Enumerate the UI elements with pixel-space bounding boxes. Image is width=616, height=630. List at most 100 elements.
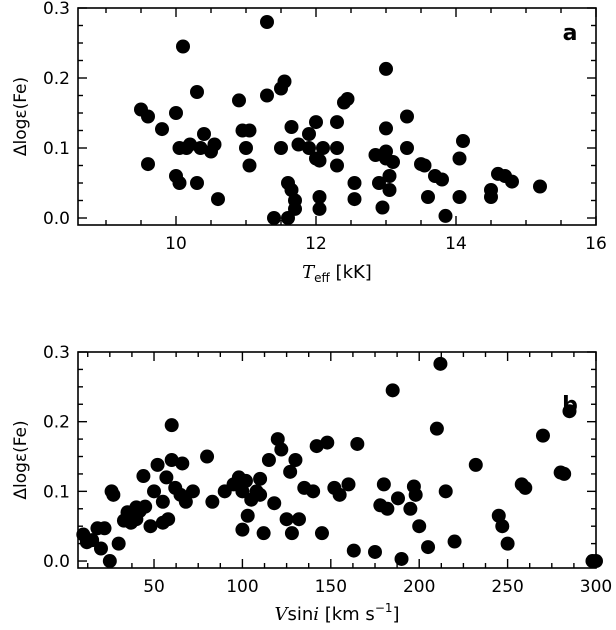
data-point — [340, 92, 355, 106]
data-point — [386, 155, 400, 169]
data-point — [207, 137, 222, 152]
data-point — [190, 176, 204, 190]
data-point — [380, 501, 395, 516]
x-label-main: T — [302, 262, 316, 283]
data-point — [172, 176, 187, 190]
data-point — [438, 208, 453, 223]
x-tick-label: 16 — [585, 234, 607, 254]
data-point — [330, 141, 344, 155]
data-point — [284, 120, 299, 134]
data-point — [155, 122, 169, 137]
data-point — [302, 141, 316, 155]
data-point — [468, 457, 483, 472]
plot-frame — [77, 7, 597, 226]
data-point — [309, 439, 324, 454]
data-point — [408, 487, 423, 502]
x-tick-label: 10 — [165, 234, 187, 254]
data-point — [557, 466, 572, 481]
y-axis-label: Δlogε(Fe) — [11, 420, 31, 499]
data-point — [306, 484, 321, 499]
data-point — [85, 533, 100, 548]
data-point — [141, 157, 155, 172]
data-point — [164, 453, 179, 467]
data-point — [372, 176, 386, 190]
data-point — [253, 471, 268, 486]
y-tick-label: 0.0 — [43, 552, 70, 572]
data-point — [350, 436, 365, 451]
data-point — [589, 554, 603, 569]
data-point — [347, 176, 362, 190]
x-tick-label: 50 — [143, 577, 165, 597]
data-point — [429, 421, 444, 436]
data-point — [309, 115, 323, 130]
data-point — [277, 74, 292, 89]
x-label-sup: −1 — [375, 601, 393, 615]
data-point — [242, 158, 257, 173]
data-point — [197, 127, 211, 141]
x-tick-label: 150 — [315, 577, 347, 597]
data-point — [438, 484, 453, 499]
data-point — [562, 404, 577, 419]
data-point — [159, 470, 174, 485]
data-point — [138, 499, 153, 514]
x-label-sub: eff — [314, 271, 330, 285]
x-axis-label: Vsini [km s−1] — [274, 601, 399, 625]
x-tick-label: 200 — [403, 577, 435, 597]
x-label-mid: sin — [287, 604, 313, 625]
data-point — [238, 473, 253, 488]
data-point — [200, 449, 215, 464]
data-point — [412, 519, 427, 534]
data-point — [288, 453, 303, 467]
data-point — [312, 190, 327, 204]
plot-frame — [77, 351, 597, 569]
data-point — [505, 174, 519, 189]
data-point — [291, 512, 306, 527]
data-point — [136, 469, 151, 484]
data-point — [379, 61, 393, 76]
data-point — [235, 522, 250, 537]
data-point — [150, 457, 165, 472]
data-point — [143, 519, 158, 534]
data-point — [316, 141, 330, 155]
data-point — [288, 201, 302, 216]
data-point — [330, 158, 344, 173]
x-tick-label: 250 — [491, 577, 523, 597]
data-point — [456, 134, 470, 148]
data-point — [97, 521, 112, 536]
data-point — [421, 190, 435, 204]
data-point — [341, 477, 356, 492]
data-point — [260, 88, 274, 103]
y-tick-label: 0.0 — [43, 209, 70, 229]
data-point — [161, 512, 176, 527]
data-point — [452, 190, 467, 204]
x-tick-label: 100 — [226, 577, 258, 597]
data-point — [302, 127, 316, 141]
x-label-unit: [kK] — [330, 262, 372, 283]
data-point — [256, 526, 271, 541]
data-point — [169, 106, 183, 120]
data-point — [239, 141, 253, 155]
data-point — [375, 200, 390, 215]
data-point — [390, 491, 405, 506]
data-point — [102, 554, 117, 569]
data-point — [261, 453, 276, 467]
y-tick-label: 0.2 — [43, 413, 70, 433]
data-point — [379, 121, 393, 136]
data-point — [484, 190, 498, 204]
data-point — [279, 512, 294, 527]
x-tick-label: 14 — [445, 234, 467, 254]
data-point — [147, 484, 162, 499]
data-point — [382, 169, 397, 183]
data-point — [400, 109, 414, 124]
x-tick-label: 12 — [305, 234, 327, 254]
data-point — [332, 487, 347, 502]
data-point — [435, 172, 449, 187]
y-tick-label: 0.1 — [43, 139, 70, 159]
data-point — [260, 15, 274, 29]
data-point — [403, 501, 418, 516]
data-point — [205, 494, 220, 509]
data-point — [421, 540, 436, 555]
data-point — [382, 183, 397, 197]
data-point — [178, 494, 193, 509]
